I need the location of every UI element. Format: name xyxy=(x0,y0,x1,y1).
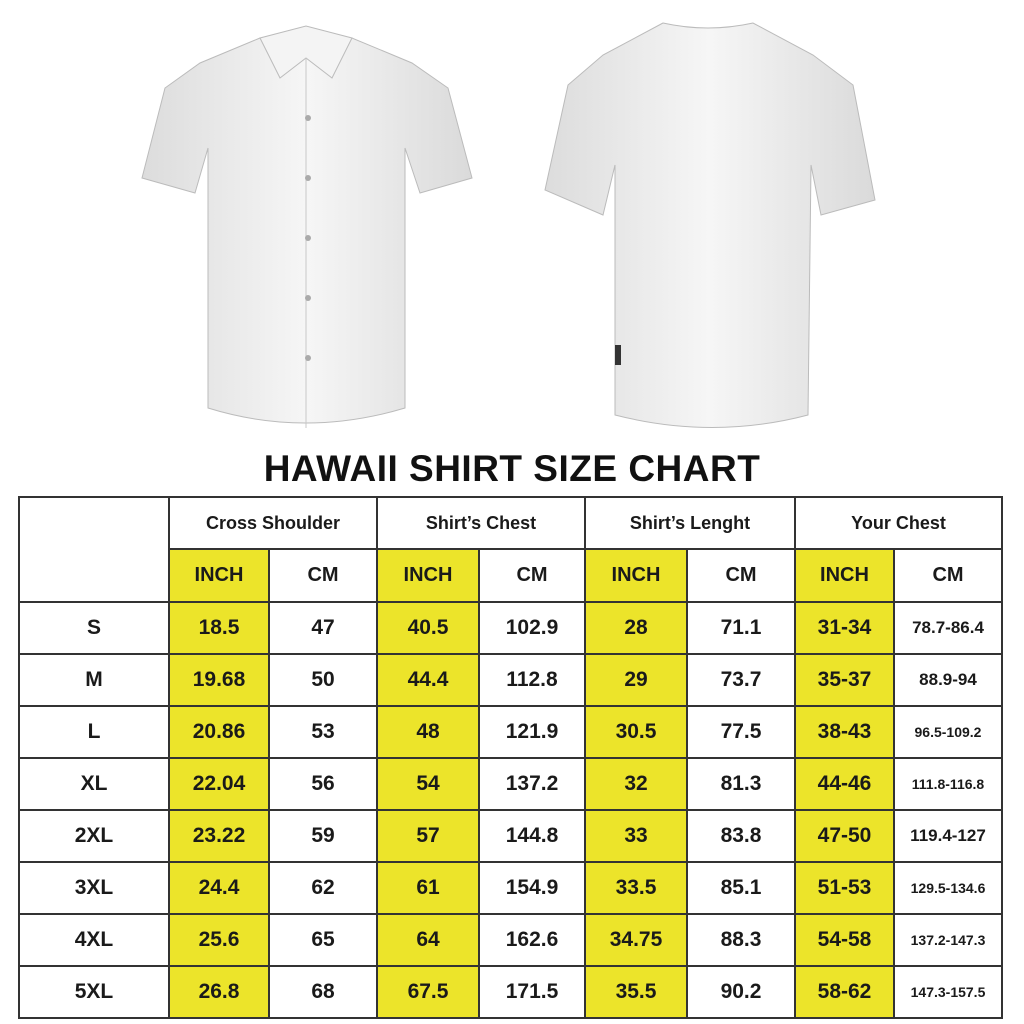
size-label: M xyxy=(18,653,170,707)
table-row: 4XL 25.6 65 64 162.6 34.75 88.3 54-58 137.2-147.… xyxy=(18,913,1003,967)
cm-value: 62 xyxy=(268,861,378,915)
cm-value: 119.4-127 xyxy=(893,809,1003,863)
cm-value: 81.3 xyxy=(686,757,796,811)
table-row: L 20.86 53 48 121.9 30.5 77.5 38-43 96.5-109.2 xyxy=(18,705,1003,759)
inch-value: 34.75 xyxy=(584,913,688,967)
unit-header-cm: CM xyxy=(893,548,1003,603)
cm-value: 137.2 xyxy=(478,757,586,811)
cm-value: 129.5-134.6 xyxy=(893,861,1003,915)
inch-value: 64 xyxy=(376,913,480,967)
size-label: 5XL xyxy=(18,965,170,1019)
table-row: S 18.5 47 40.5 102.9 28 71.1 31-34 78.7-86.4 xyxy=(18,601,1003,655)
cm-value: 59 xyxy=(268,809,378,863)
inch-value: 48 xyxy=(376,705,480,759)
cm-value: 102.9 xyxy=(478,601,586,655)
cm-value: 73.7 xyxy=(686,653,796,707)
cm-value: 85.1 xyxy=(686,861,796,915)
unit-header-cm: CM xyxy=(478,548,586,603)
cm-value: 90.2 xyxy=(686,965,796,1019)
unit-header-inch: INCH xyxy=(584,548,688,603)
inch-value: 54 xyxy=(376,757,480,811)
cm-value: 56 xyxy=(268,757,378,811)
cm-value: 154.9 xyxy=(478,861,586,915)
size-label: 2XL xyxy=(18,809,170,863)
size-label: XL xyxy=(18,757,170,811)
table-row: 5XL 26.8 68 67.5 171.5 35.5 90.2 58-62 147.3-157… xyxy=(18,965,1003,1019)
cm-value: 71.1 xyxy=(686,601,796,655)
inch-value: 31-34 xyxy=(794,601,895,655)
table-row: 3XL 24.4 62 61 154.9 33.5 85.1 51-53 129.5-134.6 xyxy=(18,861,1003,915)
unit-header-cm: CM xyxy=(268,548,378,603)
cm-value: 96.5-109.2 xyxy=(893,705,1003,759)
cm-value: 171.5 xyxy=(478,965,586,1019)
cm-value: 88.3 xyxy=(686,913,796,967)
inch-value: 33.5 xyxy=(584,861,688,915)
cm-value: 78.7-86.4 xyxy=(893,601,1003,655)
cm-value: 53 xyxy=(268,705,378,759)
table-row: 2XL 23.22 59 57 144.8 33 83.8 47-50 119.4-127 xyxy=(18,809,1003,863)
table-row: M 19.68 50 44.4 112.8 29 73.7 35-37 88.9-94 xyxy=(18,653,1003,707)
inch-value: 23.22 xyxy=(168,809,270,863)
cm-value: 50 xyxy=(268,653,378,707)
inch-value: 51-53 xyxy=(794,861,895,915)
corner-cell xyxy=(18,496,170,603)
size-label: 4XL xyxy=(18,913,170,967)
cm-value: 121.9 xyxy=(478,705,586,759)
inch-value: 22.04 xyxy=(168,757,270,811)
inch-value: 20.86 xyxy=(168,705,270,759)
unit-header-inch: INCH xyxy=(794,548,895,603)
inch-value: 57 xyxy=(376,809,480,863)
inch-value: 29 xyxy=(584,653,688,707)
header-shirts-chest: Shirt’s Chest xyxy=(376,496,586,550)
cm-value: 47 xyxy=(268,601,378,655)
inch-value: 35.5 xyxy=(584,965,688,1019)
unit-header-inch: INCH xyxy=(376,548,480,603)
cm-value: 147.3-157.5 xyxy=(893,965,1003,1019)
cm-value: 77.5 xyxy=(686,705,796,759)
header-shirts-length: Shirt’s Lenght xyxy=(584,496,796,550)
cm-value: 65 xyxy=(268,913,378,967)
inch-value: 33 xyxy=(584,809,688,863)
inch-value: 61 xyxy=(376,861,480,915)
inch-value: 58-62 xyxy=(794,965,895,1019)
inch-value: 40.5 xyxy=(376,601,480,655)
size-chart-table: Cross Shoulder Shirt’s Chest Shirt’s Len… xyxy=(18,496,1003,1019)
shirt-back-image xyxy=(544,22,876,428)
inch-value: 32 xyxy=(584,757,688,811)
inch-value: 44-46 xyxy=(794,757,895,811)
unit-header-cm: CM xyxy=(686,548,796,603)
cm-value: 68 xyxy=(268,965,378,1019)
cm-value: 137.2-147.3 xyxy=(893,913,1003,967)
table-row: XL 22.04 56 54 137.2 32 81.3 44-46 111.8-116.8 xyxy=(18,757,1003,811)
inch-value: 38-43 xyxy=(794,705,895,759)
inch-value: 19.68 xyxy=(168,653,270,707)
size-label: 3XL xyxy=(18,861,170,915)
inch-value: 54-58 xyxy=(794,913,895,967)
inch-value: 44.4 xyxy=(376,653,480,707)
cm-value: 162.6 xyxy=(478,913,586,967)
inch-value: 26.8 xyxy=(168,965,270,1019)
cm-value: 112.8 xyxy=(478,653,586,707)
size-label: L xyxy=(18,705,170,759)
size-label: S xyxy=(18,601,170,655)
chart-title: HAWAII SHIRT SIZE CHART xyxy=(263,448,761,489)
inch-value: 25.6 xyxy=(168,913,270,967)
cm-value: 88.9-94 xyxy=(893,653,1003,707)
cm-value: 144.8 xyxy=(478,809,586,863)
cm-value: 83.8 xyxy=(686,809,796,863)
header-cross-shoulder: Cross Shoulder xyxy=(168,496,378,550)
inch-value: 35-37 xyxy=(794,653,895,707)
inch-value: 47-50 xyxy=(794,809,895,863)
inch-value: 28 xyxy=(584,601,688,655)
header-your-chest: Your Chest xyxy=(794,496,1003,550)
inch-value: 18.5 xyxy=(168,601,270,655)
cm-value: 111.8-116.8 xyxy=(893,757,1003,811)
unit-header-inch: INCH xyxy=(168,548,270,603)
inch-value: 30.5 xyxy=(584,705,688,759)
shirt-front-image xyxy=(141,25,473,428)
inch-value: 67.5 xyxy=(376,965,480,1019)
inch-value: 24.4 xyxy=(168,861,270,915)
